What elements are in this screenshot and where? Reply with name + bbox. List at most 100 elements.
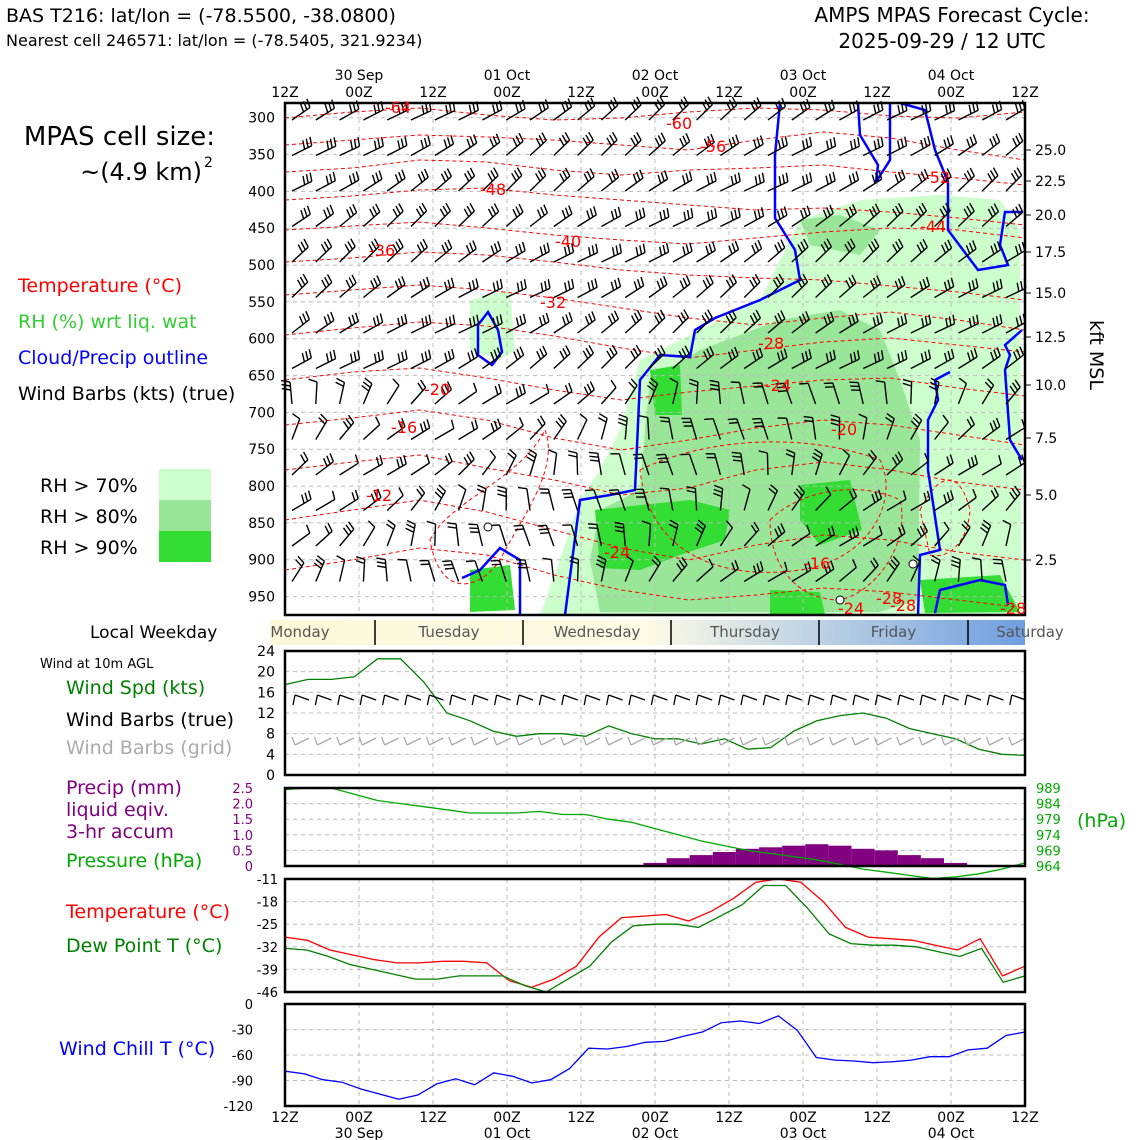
wind-barb (646, 377, 659, 405)
chill-ytick: -30 (232, 1024, 253, 1039)
wind-barb (315, 490, 336, 512)
kft-axis-label: kft MSL (1085, 320, 1107, 390)
wind-barb (979, 519, 992, 547)
wind-barb-flag (734, 240, 740, 250)
surface-wind-barb (650, 694, 668, 706)
wind-barb-flag (401, 275, 406, 285)
wind-barb-flag (940, 173, 946, 183)
barb-shaft (944, 694, 959, 701)
wind-barb-flag (854, 312, 859, 322)
barb-shaft (966, 694, 982, 701)
wind-barb-flag (851, 559, 857, 568)
wind-barb (315, 171, 336, 192)
wind-barb (720, 240, 740, 263)
wind-barb (815, 560, 835, 583)
wind-barb (1005, 203, 1024, 228)
wind-barb-flag (650, 377, 659, 385)
nearest-cell-label: Nearest cell 246571: lat/lon = (-78.5405… (6, 31, 422, 50)
barb-shaft (944, 737, 959, 746)
rh90-region-4 (770, 590, 825, 614)
wind-barb-flag (635, 246, 639, 257)
wind-barb-flag (562, 170, 568, 179)
wind-barb-flag (377, 351, 381, 362)
wind-barb-flag (796, 279, 803, 288)
wind-barb-flag (539, 348, 545, 358)
wind-barb-flag (751, 276, 758, 286)
wind-barb-shaft (529, 175, 547, 192)
wind-barb-flag (379, 455, 384, 465)
tlabel: -60 (666, 114, 692, 133)
wind-barb-flag (979, 526, 988, 534)
pressure-ytick: 974 (1036, 829, 1061, 844)
temperature-contour (284, 409, 1026, 451)
wind-barb (505, 346, 525, 370)
wind-barb-flag (423, 168, 429, 178)
wind-barb-flag (421, 105, 425, 115)
wind-barb-flag (770, 484, 778, 492)
wind-barb (862, 557, 879, 582)
wind-barb-flag (731, 309, 737, 319)
wind-barb (688, 378, 699, 405)
wind-barb-flag (688, 382, 698, 387)
wind-barb (426, 520, 437, 547)
wind-barb-flag (617, 421, 627, 427)
wind-barb-flag (597, 555, 607, 561)
wind-barb-flag (475, 278, 479, 288)
wind-barb-flag (330, 311, 335, 321)
wind-barb (577, 97, 596, 121)
pressure-tick-label: 550 (248, 295, 275, 311)
wind-barb-flag (428, 349, 432, 359)
barb-shaft (294, 737, 310, 746)
wind-barb (791, 485, 805, 511)
bottom-time-tick-label: 12Z (271, 1110, 298, 1126)
barb-shaft (720, 694, 735, 701)
barb-flag (873, 736, 879, 746)
wind-barb (315, 349, 337, 370)
wind-barb-flag (326, 238, 333, 248)
wind-barb-flag (425, 454, 431, 464)
wind-barb-shaft (291, 498, 312, 512)
barb-flag (560, 736, 565, 746)
chill-ytick: -60 (232, 1049, 253, 1064)
barb-flag (740, 694, 744, 706)
wind-barb (553, 98, 573, 121)
wind-barb (339, 414, 355, 440)
wind-barb-flag (376, 275, 382, 284)
wind-barb-flag (685, 133, 691, 142)
wind-barb (529, 312, 550, 334)
wind-barb-flag (446, 137, 451, 147)
wind-barb (910, 490, 931, 512)
wind-barb-flag (1012, 208, 1018, 218)
wind-barb-flag (949, 454, 954, 464)
wind-barb-flag (851, 204, 858, 213)
wind-barb-flag (347, 241, 354, 250)
wind-barb-flag (659, 487, 669, 490)
grid-wind-barb (313, 736, 332, 746)
wind-barb-flag (799, 103, 805, 113)
wind-barb-flag (947, 279, 951, 289)
wind-barb-flag (968, 317, 972, 328)
wind-barb (815, 238, 833, 263)
wind-barb-flag (538, 103, 543, 113)
barb-shaft (765, 737, 780, 746)
wind-barb-flag (353, 138, 357, 149)
wind-barb-flag (820, 243, 827, 253)
wind-barb-flag (528, 448, 537, 455)
wind-barb-flag (392, 208, 399, 218)
wind-barb (410, 168, 429, 192)
wind-barb-flag (948, 103, 952, 113)
rh70-region-aloft (470, 290, 515, 360)
surface-wind-barb (695, 694, 713, 706)
grid-wind-barb (1008, 736, 1027, 746)
wind-barb-flag (354, 489, 359, 499)
top-time-tick-label: 12Z (863, 85, 890, 101)
wind-barb-flag (1014, 485, 1021, 494)
wind-barb-flag (900, 351, 904, 361)
wind-barb-flag (849, 490, 855, 500)
wind-barb-flag (325, 175, 329, 185)
temperature-contour (639, 441, 887, 573)
wind-barb (767, 523, 786, 547)
wind-barb-flag (800, 241, 806, 251)
wind-barb-flag (795, 488, 803, 497)
wind-barb-shaft (910, 460, 929, 476)
